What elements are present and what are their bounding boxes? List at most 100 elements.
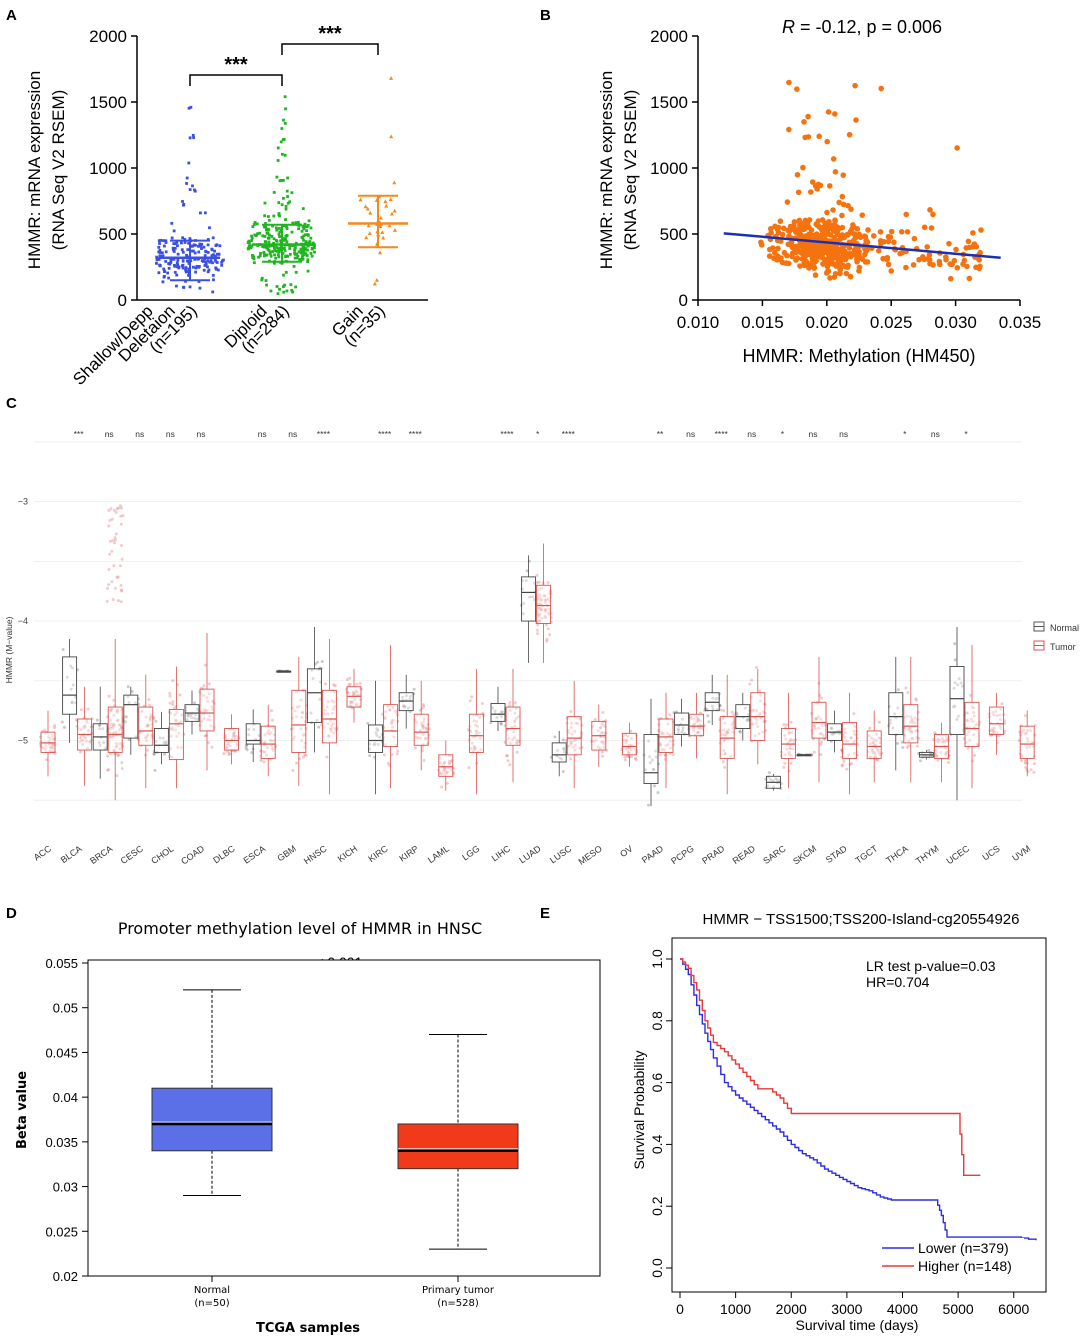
panel-label-c: C bbox=[6, 395, 17, 412]
a-ytick-label: 1500 bbox=[89, 93, 127, 112]
a-dot bbox=[378, 215, 383, 220]
b-point bbox=[878, 85, 885, 92]
c-tumor-box bbox=[138, 706, 154, 746]
c-sig-label: ns bbox=[686, 429, 695, 439]
b-point bbox=[817, 253, 824, 259]
a-dot bbox=[191, 133, 195, 137]
c-tumor-point bbox=[660, 747, 664, 751]
c-tumor-point bbox=[725, 729, 729, 733]
a-dot bbox=[155, 258, 159, 262]
e-xtick-label: 6000 bbox=[998, 1301, 1029, 1317]
c-tumor-point bbox=[113, 749, 117, 753]
c-tumor-box bbox=[413, 713, 429, 746]
c-normal-point bbox=[70, 701, 74, 705]
c-tumor-point bbox=[934, 754, 938, 758]
c-tumor-point bbox=[787, 731, 791, 735]
c-tumor-point bbox=[573, 729, 577, 733]
c-tumor-point bbox=[721, 760, 725, 764]
c-tumor-point bbox=[789, 754, 793, 758]
c-tumor-point bbox=[470, 741, 474, 745]
c-tumor-point bbox=[232, 732, 236, 736]
a-dot bbox=[272, 191, 276, 194]
c-normal-point bbox=[652, 768, 656, 772]
c-tumor-point bbox=[117, 723, 121, 727]
c-normal-point bbox=[771, 779, 775, 783]
b-point bbox=[888, 268, 895, 274]
e-xtick-label: 5000 bbox=[943, 1301, 974, 1317]
c-tumor-point bbox=[599, 726, 603, 730]
b-point bbox=[930, 262, 936, 268]
c-tumor-point bbox=[118, 747, 122, 751]
c-tumor-box bbox=[199, 688, 215, 732]
a-dot bbox=[383, 199, 388, 204]
a-dot bbox=[275, 285, 279, 288]
c-tumor-point bbox=[666, 722, 670, 726]
c-tumor-point bbox=[995, 731, 999, 735]
c-tumor-point bbox=[168, 694, 172, 698]
a-dot bbox=[277, 232, 281, 236]
c-normal-point bbox=[955, 718, 959, 722]
c-tumor-point bbox=[353, 698, 357, 702]
c-tumor-point bbox=[668, 746, 672, 750]
a-dot bbox=[261, 245, 265, 248]
d-xtick-n: (n=528) bbox=[437, 1298, 479, 1309]
c-tumor-point bbox=[264, 753, 268, 757]
a-dot bbox=[177, 265, 181, 269]
c-tumor-point bbox=[347, 683, 351, 687]
c-tumor-outlier bbox=[114, 510, 118, 514]
c-tumor-point bbox=[235, 742, 239, 746]
c-tumor-outlier bbox=[113, 536, 117, 540]
b-point bbox=[812, 272, 819, 278]
c-tumor-point bbox=[110, 707, 114, 711]
c-tumor-point bbox=[663, 748, 667, 752]
a-dot bbox=[302, 234, 306, 238]
c-tumor-point bbox=[512, 730, 516, 734]
c-tumor-point bbox=[624, 733, 628, 737]
b-point bbox=[877, 229, 884, 235]
c-tumor-point bbox=[972, 714, 976, 718]
a-dot bbox=[181, 250, 185, 254]
c-normal-point bbox=[491, 706, 495, 710]
a-dot bbox=[197, 244, 200, 248]
c-tumor-point bbox=[474, 723, 478, 727]
c-tumor-point bbox=[508, 741, 512, 745]
a-dot bbox=[158, 248, 162, 252]
c-tumor-outlier bbox=[107, 583, 111, 587]
c-normal-point bbox=[676, 727, 680, 731]
c-normal-point bbox=[190, 716, 194, 720]
c-tumor-point bbox=[424, 737, 428, 741]
b-xtick-label: 0.010 bbox=[677, 313, 720, 332]
b-point bbox=[826, 183, 833, 189]
a-dot bbox=[306, 248, 309, 252]
a-dot bbox=[263, 235, 267, 238]
b-point bbox=[839, 193, 846, 200]
c-normal-box bbox=[368, 724, 384, 753]
a-dot bbox=[285, 225, 288, 229]
c-tumor-point bbox=[174, 728, 178, 732]
a-dot bbox=[257, 255, 261, 259]
c-tumor-point bbox=[511, 737, 515, 741]
c-tumor-point bbox=[168, 691, 172, 695]
c-sig-label: **** bbox=[317, 429, 331, 439]
c-sig-label: * bbox=[903, 429, 907, 439]
a-dot bbox=[392, 180, 397, 185]
c-normal-point bbox=[309, 711, 313, 715]
c-normal-point bbox=[681, 726, 685, 730]
c-tumor-point bbox=[234, 734, 238, 738]
c-normal-point bbox=[70, 700, 74, 704]
c-tumor-point bbox=[300, 715, 304, 719]
b-point bbox=[862, 233, 869, 240]
c-normal-point bbox=[401, 695, 405, 699]
b-point bbox=[830, 207, 836, 213]
c-tumor-point bbox=[819, 717, 823, 721]
c-tumor-point bbox=[111, 735, 115, 739]
c-tumor-point bbox=[853, 724, 857, 728]
c-tumor-point bbox=[757, 732, 761, 736]
a-dot bbox=[302, 253, 306, 257]
c-normal-point bbox=[651, 767, 655, 771]
c-tumor-point bbox=[940, 740, 944, 744]
a-dot bbox=[184, 266, 188, 270]
c-normal-point bbox=[376, 742, 380, 746]
c-tumor-point bbox=[515, 716, 519, 720]
a-dot bbox=[157, 239, 161, 243]
